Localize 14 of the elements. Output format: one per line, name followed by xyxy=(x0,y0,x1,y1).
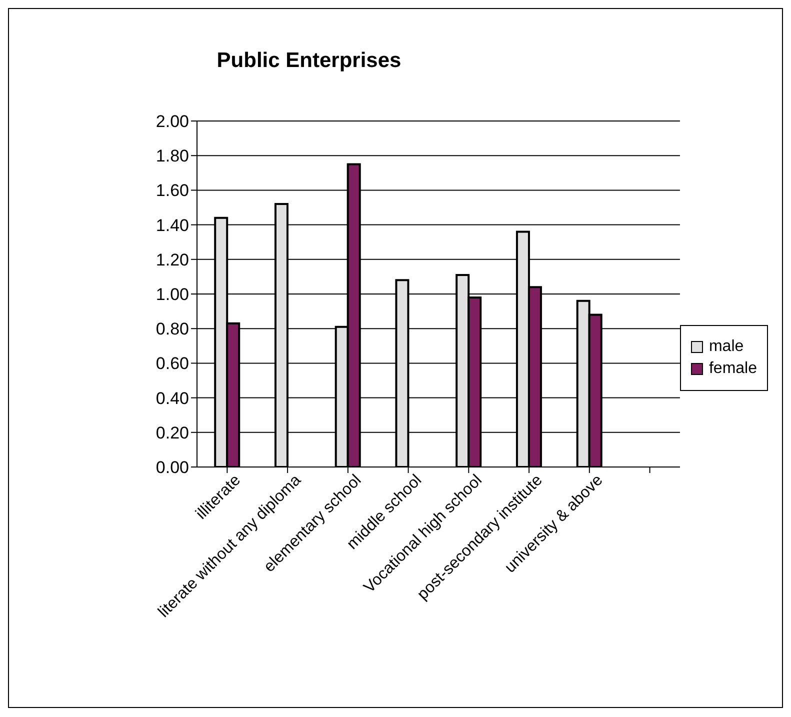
y-tick-label: 0.20 xyxy=(156,423,189,442)
y-tick-label: 1.00 xyxy=(156,285,189,304)
chart-title: Public Enterprises xyxy=(216,49,402,73)
y-tick-label: 0.00 xyxy=(156,458,189,478)
y-tick-label: 1.60 xyxy=(156,181,189,200)
legend-label: male xyxy=(708,338,744,356)
y-tick-label: 1.80 xyxy=(156,146,189,166)
y-tick-label: 1.40 xyxy=(156,216,189,235)
y-tick-label: 0.60 xyxy=(156,354,189,374)
y-tick-label: 2.00 xyxy=(156,112,189,132)
legend-label: female xyxy=(708,360,757,378)
y-tick-label: 0.80 xyxy=(156,320,189,339)
y-tick-label: 1.20 xyxy=(156,250,189,270)
y-tick-label: 0.40 xyxy=(156,388,189,408)
